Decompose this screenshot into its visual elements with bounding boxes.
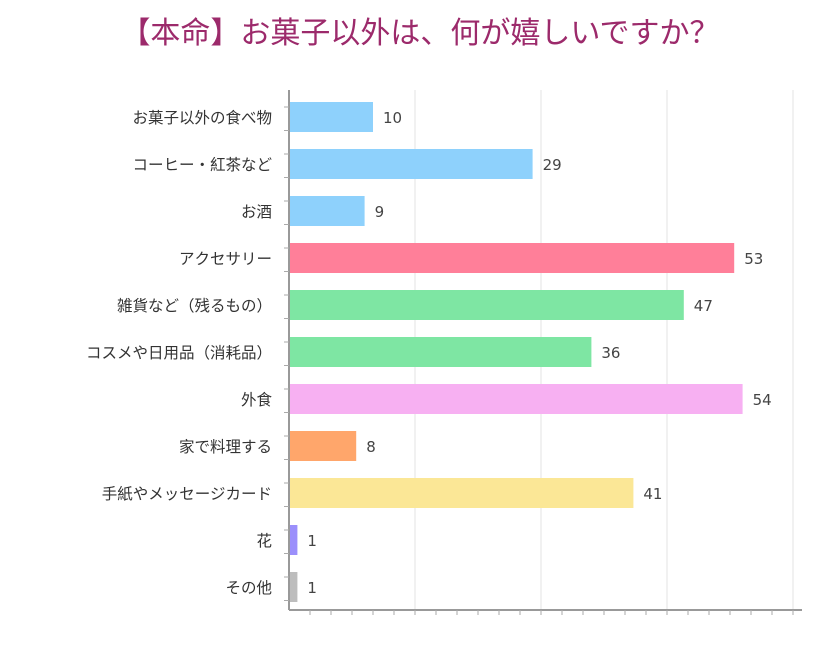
bar bbox=[289, 525, 298, 555]
category-label: アクセサリー bbox=[179, 250, 272, 268]
data-label: 1 bbox=[307, 532, 317, 550]
bar bbox=[289, 478, 634, 508]
bar bbox=[289, 290, 684, 320]
data-label: 41 bbox=[643, 485, 662, 503]
bar bbox=[289, 431, 357, 461]
data-label: 54 bbox=[753, 391, 772, 409]
data-label: 47 bbox=[694, 297, 713, 315]
bar bbox=[289, 149, 533, 179]
data-label: 8 bbox=[366, 438, 376, 456]
data-label: 53 bbox=[744, 250, 763, 268]
chart-title: 【本命】お菓子以外は、何が嬉しいですか？ bbox=[120, 16, 720, 51]
bar bbox=[289, 243, 735, 273]
bar bbox=[289, 384, 743, 414]
category-label: 家で料理する bbox=[179, 438, 272, 456]
data-label: 36 bbox=[601, 344, 620, 362]
bar bbox=[289, 337, 592, 367]
category-label: お菓子以外の食べ物 bbox=[132, 109, 272, 127]
category-label: その他 bbox=[225, 579, 272, 597]
bar bbox=[289, 196, 365, 226]
bar bbox=[289, 572, 298, 602]
category-label: 手紙やメッセージカード bbox=[102, 485, 272, 503]
data-label: 9 bbox=[375, 203, 385, 221]
category-label: お酒 bbox=[241, 203, 272, 221]
category-label: コスメや日用品（消耗品） bbox=[86, 344, 272, 362]
category-label: コーヒー・紅茶など bbox=[132, 156, 272, 174]
category-label: 雑貨など（残るもの） bbox=[117, 297, 272, 315]
category-label: 花 bbox=[256, 532, 272, 550]
data-label: 10 bbox=[383, 109, 402, 127]
bar bbox=[289, 102, 373, 132]
data-label: 1 bbox=[307, 579, 317, 597]
category-label: 外食 bbox=[241, 391, 273, 409]
data-label: 29 bbox=[543, 156, 562, 174]
